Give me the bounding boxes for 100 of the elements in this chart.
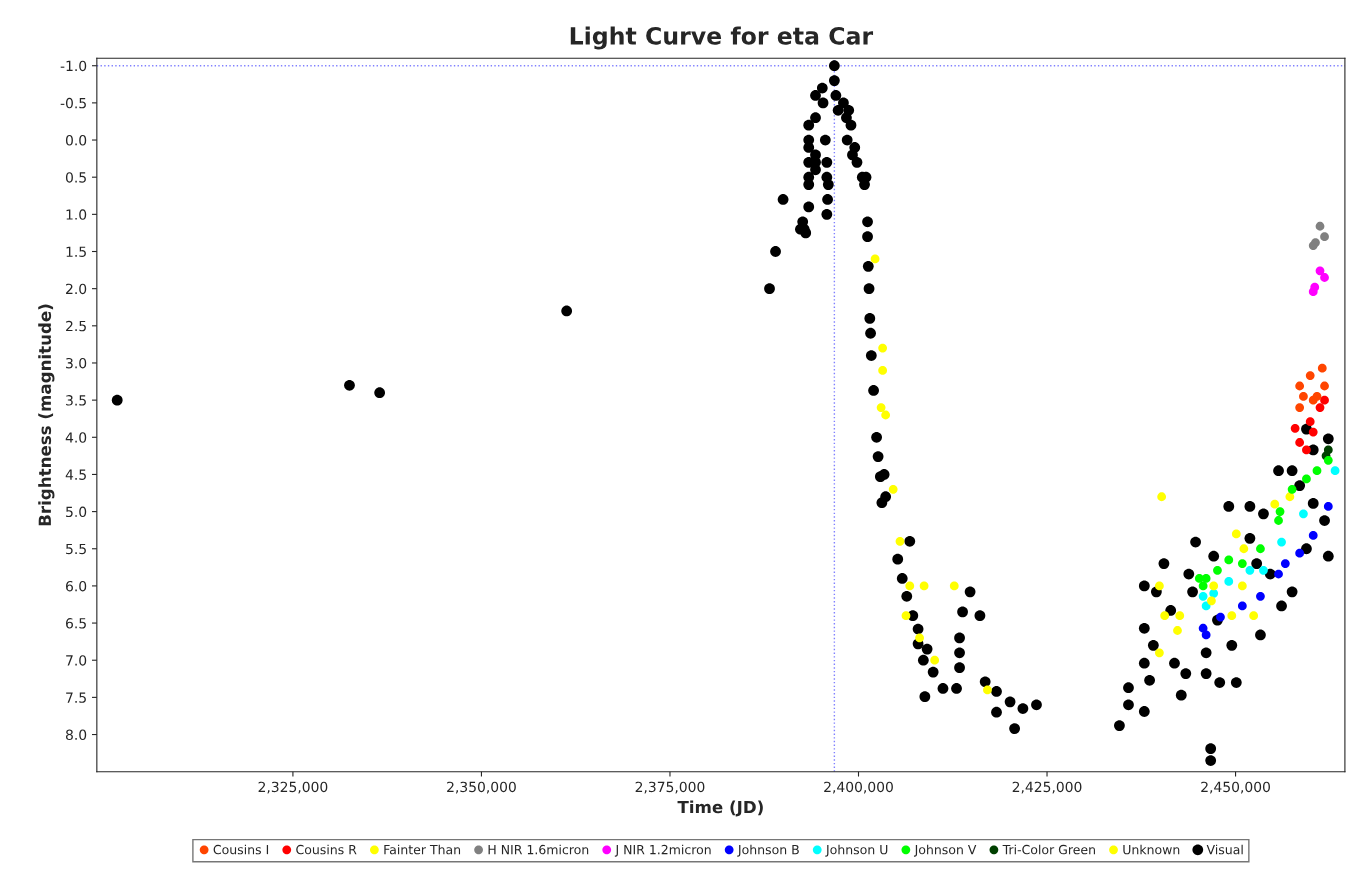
y-tick-label: 1.0 — [66, 209, 87, 220]
chart-title: Light Curve for eta Car — [570, 26, 874, 50]
point — [949, 581, 959, 591]
y-tick-label: 7.0 — [66, 655, 87, 666]
point — [888, 484, 898, 494]
legend-label: Cousins I — [213, 844, 269, 855]
y-tick-label: 4.5 — [65, 469, 86, 480]
point — [1237, 581, 1247, 591]
point — [1295, 548, 1305, 558]
point — [1295, 438, 1305, 447]
point — [915, 633, 924, 643]
point — [1315, 221, 1325, 231]
point — [1308, 530, 1318, 540]
point — [1201, 630, 1211, 640]
point — [1245, 565, 1255, 575]
y-tick-label: 3.5 — [66, 395, 86, 406]
point — [1317, 363, 1327, 373]
y-axis-title: Brightness (magnitude) — [38, 304, 55, 526]
point — [1224, 555, 1234, 565]
point — [1237, 559, 1247, 569]
y-tick-label: 2.5 — [66, 320, 86, 332]
point — [1320, 381, 1329, 391]
point — [876, 403, 886, 412]
x-tick-label: 2,400,000 — [824, 781, 893, 794]
point — [1312, 466, 1322, 476]
point — [1290, 423, 1300, 433]
point — [1277, 537, 1286, 547]
point — [1295, 403, 1305, 412]
point — [1155, 648, 1164, 658]
point — [881, 410, 891, 420]
x-tick-label: 2,375,000 — [635, 781, 705, 794]
point — [1198, 623, 1208, 633]
point — [983, 685, 992, 695]
legend-label: Johnson B — [737, 844, 799, 857]
point — [878, 343, 888, 353]
y-tick-label: -1.0 — [60, 60, 87, 72]
x-tick-label: 2,450,000 — [1201, 781, 1270, 794]
point — [1237, 601, 1247, 611]
point — [1256, 544, 1265, 554]
point — [1302, 445, 1311, 455]
legend-label: Johnson U — [825, 844, 888, 857]
point — [1198, 591, 1208, 601]
point — [1320, 395, 1329, 405]
point — [1201, 574, 1211, 583]
point — [901, 611, 911, 621]
point — [1315, 403, 1325, 412]
y-tick-label: 7.5 — [66, 692, 86, 703]
point — [1299, 392, 1308, 401]
point — [1275, 507, 1285, 516]
point — [1302, 474, 1311, 484]
point — [1207, 596, 1216, 606]
point — [1209, 581, 1219, 591]
x-tick-label: 2,350,000 — [447, 781, 516, 794]
y-tick-label: 0.0 — [65, 135, 87, 146]
legend-label: Unknown — [1123, 844, 1180, 855]
point — [1160, 611, 1170, 621]
point — [1323, 455, 1333, 465]
y-tick-label: -0.5 — [60, 97, 86, 109]
point — [1320, 232, 1329, 242]
y-tick-label: 6.5 — [66, 618, 86, 629]
point — [1295, 381, 1305, 391]
y-tick-label: 4.0 — [65, 432, 87, 443]
point — [1216, 612, 1225, 622]
point — [870, 254, 880, 264]
point — [930, 655, 940, 665]
point — [1299, 509, 1308, 519]
x-tick-label: 2,425,000 — [1012, 781, 1082, 794]
point — [1155, 581, 1164, 591]
legend-label: J NIR 1.2micron — [614, 844, 711, 857]
point — [1157, 492, 1167, 502]
point — [1320, 273, 1329, 282]
point — [1287, 484, 1297, 494]
x-tick-label: 2,325,000 — [258, 781, 328, 794]
legend-label: Fainter Than — [384, 844, 461, 855]
point — [1330, 466, 1340, 476]
point — [919, 581, 929, 591]
point — [1323, 502, 1333, 511]
point — [1239, 544, 1249, 554]
point — [1305, 417, 1315, 427]
point — [1259, 565, 1268, 575]
point — [1285, 492, 1295, 502]
point — [1224, 577, 1234, 586]
point — [1256, 591, 1265, 601]
y-tick-label: 8.0 — [65, 729, 87, 741]
point — [1231, 529, 1241, 539]
y-tick-label: 5.0 — [66, 506, 87, 518]
point — [1175, 611, 1185, 621]
point — [1315, 266, 1325, 276]
point — [1308, 427, 1318, 437]
point — [1310, 282, 1320, 292]
y-tick-label: 2.0 — [66, 283, 87, 295]
point — [1274, 516, 1283, 525]
point — [1270, 499, 1280, 509]
y-tick-label: 5.5 — [66, 543, 86, 555]
point — [905, 581, 915, 591]
point — [1305, 371, 1315, 380]
legend-label: Cousins R — [296, 844, 357, 855]
y-tick-label: 6.0 — [66, 580, 87, 592]
point — [1213, 565, 1222, 575]
y-tick-label: 3.0 — [66, 357, 87, 369]
